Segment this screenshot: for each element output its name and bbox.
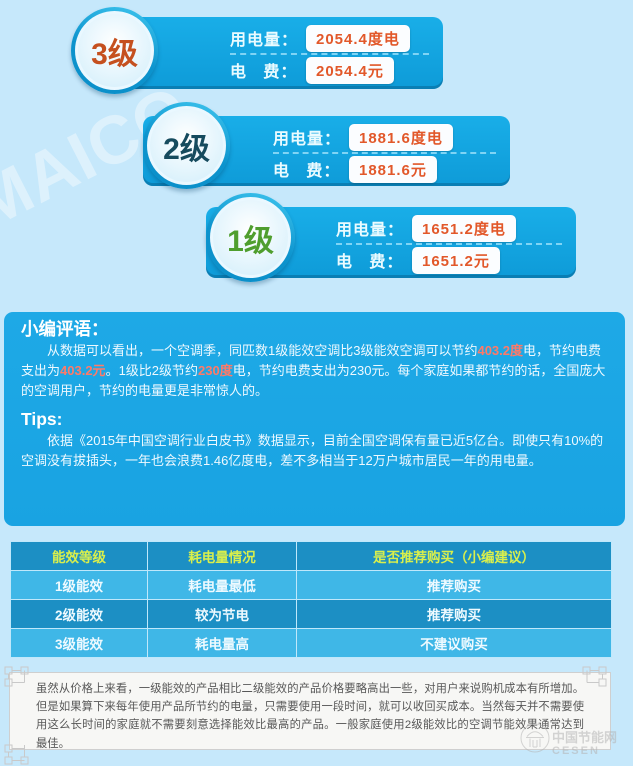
svg-text:中国节能网: 中国节能网 [552, 730, 617, 745]
svg-text:CESEN: CESEN [552, 745, 600, 757]
